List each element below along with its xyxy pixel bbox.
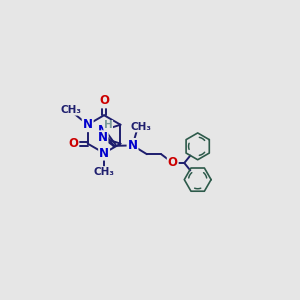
Text: N: N (98, 124, 107, 137)
Text: N: N (99, 147, 109, 160)
Text: O: O (68, 137, 78, 150)
Text: CH₃: CH₃ (130, 122, 152, 132)
Text: CH₃: CH₃ (94, 167, 115, 177)
Text: O: O (99, 94, 109, 107)
Text: N: N (98, 131, 107, 144)
Text: O: O (168, 157, 178, 169)
Text: CH₃: CH₃ (60, 105, 81, 115)
Text: N: N (83, 118, 93, 131)
Text: H: H (104, 121, 112, 130)
Text: N: N (128, 139, 138, 152)
